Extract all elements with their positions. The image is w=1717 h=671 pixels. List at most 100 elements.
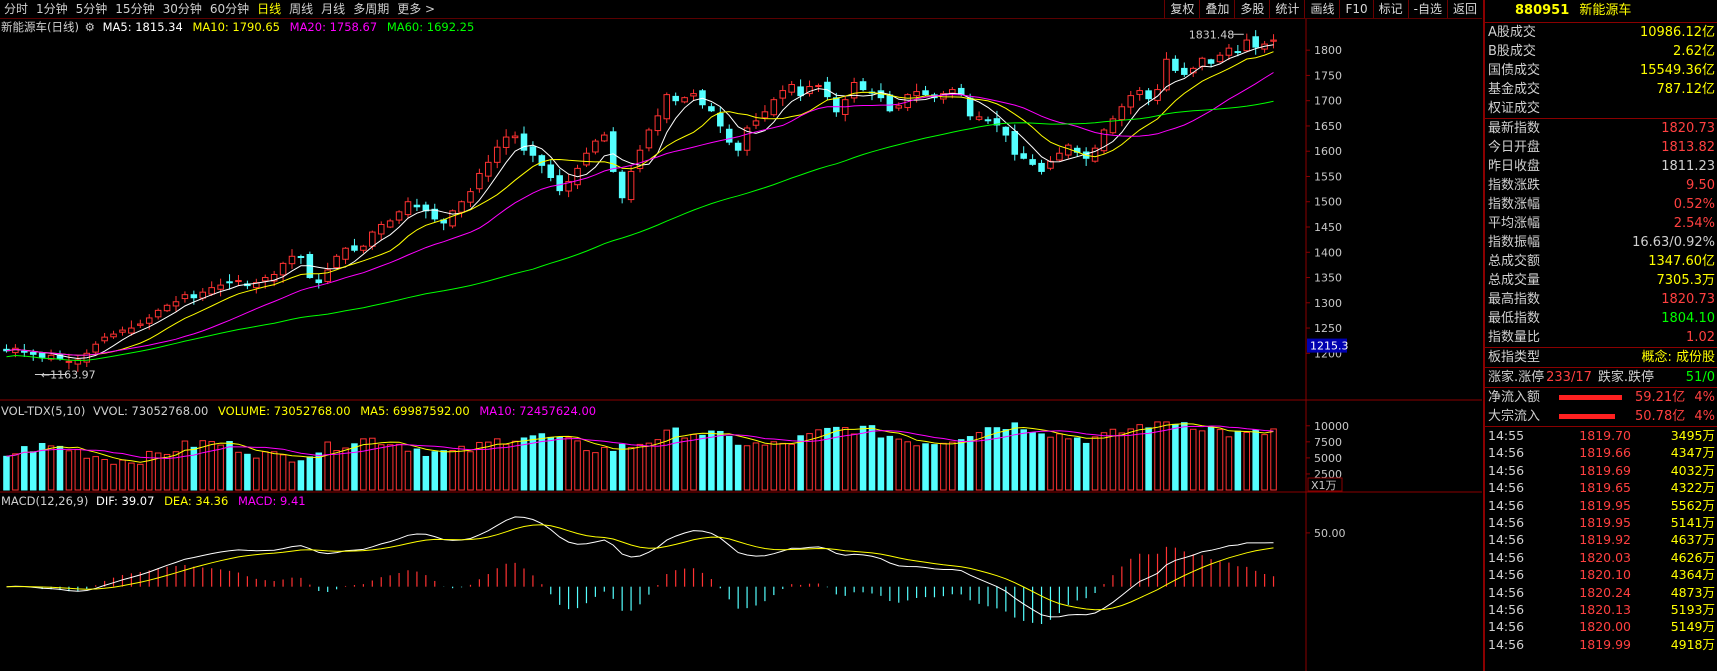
quote-row: 指数涨幅 0.52% — [1485, 195, 1717, 214]
tab-6[interactable]: 日线 — [257, 2, 282, 16]
quote-label: 指数涨跌 — [1488, 178, 1541, 193]
volume-bar — [565, 437, 572, 491]
volume-bar — [181, 440, 189, 491]
candle-body — [137, 323, 144, 326]
volume-bar — [627, 447, 635, 491]
volume-bar — [333, 450, 340, 491]
volume-bar — [618, 443, 626, 491]
tab-5[interactable]: 60分钟 — [209, 2, 250, 16]
tool-button-7[interactable]: -自选 — [1407, 0, 1447, 18]
tick-volume: 5193万 — [1670, 601, 1715, 617]
candle-body — [1127, 95, 1135, 108]
candle-body — [592, 140, 599, 153]
quote-row: 最高指数 1820.73 — [1485, 290, 1717, 309]
tick-time: 14:56 — [1488, 532, 1525, 548]
volume-bar — [975, 432, 983, 491]
candle-body — [583, 152, 590, 166]
tool-button-5[interactable]: F10 — [1339, 0, 1372, 18]
candle-body — [627, 170, 635, 201]
quote-value: 1820.73 — [1661, 121, 1715, 136]
tab-2[interactable]: 5分钟 — [75, 2, 108, 16]
tab-1[interactable]: 1分钟 — [36, 2, 68, 16]
tab-10[interactable]: 更多 > — [397, 2, 436, 16]
candle-body — [565, 181, 572, 192]
volume-bar — [83, 457, 91, 491]
tab-3[interactable]: 15分钟 — [115, 2, 155, 16]
tick-price: 1820.24 — [1579, 584, 1631, 600]
quote-label: 今日开盘 — [1488, 140, 1541, 155]
dif-line — [6, 516, 1274, 618]
volume-bar — [369, 437, 376, 491]
candle-body — [190, 294, 198, 299]
candle-body — [895, 105, 903, 109]
tab-7[interactable]: 周线 — [289, 2, 314, 16]
candle-body — [761, 111, 769, 119]
ma5-line — [6, 44, 1274, 360]
tool-button-2[interactable]: 多股 — [1234, 0, 1269, 18]
tool-button-6[interactable]: 标记 — [1372, 0, 1408, 18]
candle-body — [1181, 67, 1188, 75]
tool-button-4[interactable]: 画线 — [1304, 0, 1339, 18]
candle-body — [717, 112, 724, 127]
tick-row: 14:56 1820.03 4626万 — [1485, 549, 1717, 566]
dif-label: DIF: 39.07 — [96, 494, 155, 508]
volume-bar — [984, 427, 992, 491]
tick-volume: 5141万 — [1670, 514, 1715, 530]
tab-8[interactable]: 月线 — [321, 2, 346, 16]
candle-body — [261, 277, 269, 282]
volume-bar — [779, 442, 787, 491]
tick-price: 1819.95 — [1579, 497, 1631, 513]
quote-label: 总成交量 — [1488, 273, 1541, 288]
quote-label: 板指类型 — [1488, 350, 1541, 365]
volume-bar — [708, 430, 715, 491]
tool-button-3[interactable]: 统计 — [1269, 0, 1304, 18]
macd-legend-title: MACD(12,26,9) — [1, 494, 89, 508]
volume-bar — [1127, 428, 1135, 491]
tool-button-0[interactable]: 复权 — [1164, 0, 1199, 18]
candle-body — [1172, 58, 1179, 71]
tick-price: 1819.65 — [1579, 480, 1631, 496]
volume-bar — [485, 441, 492, 491]
volume-bar — [315, 452, 323, 491]
tick-volume: 5562万 — [1670, 497, 1715, 513]
chart-tools: 复权 叠加 多股 统计 画线 F10 标记 -自选 返回 — [1164, 0, 1482, 18]
tab-4[interactable]: 30分钟 — [162, 2, 202, 16]
volume-bar — [190, 446, 198, 491]
price-tick-label: 1700 — [1314, 95, 1342, 108]
quote-label: 指数振幅 — [1488, 235, 1541, 250]
tool-button-1[interactable]: 叠加 — [1199, 0, 1234, 18]
kline-chart[interactable]: 1800 1750 1700 1650 1600 1550 1500 1450 1400 1350… — [0, 0, 1482, 671]
volume-bar — [12, 453, 19, 491]
volume-bar — [29, 451, 37, 491]
tick-price: 1819.95 — [1579, 514, 1631, 530]
vvol-label: VVOL: 73052768.00 — [93, 404, 209, 418]
volume-bar — [458, 445, 465, 491]
volume-bar — [609, 450, 617, 491]
price-tick-label: 1550 — [1314, 170, 1342, 183]
quote-label: 国债成交 — [1488, 63, 1541, 78]
tool-button-8[interactable]: 返回 — [1446, 0, 1482, 18]
volume-bar — [92, 456, 99, 491]
quote-label: 最低指数 — [1488, 311, 1541, 326]
candle-body — [163, 304, 171, 312]
candle-body — [859, 81, 867, 91]
tab-0[interactable]: 分时 — [4, 2, 29, 16]
settings-icon[interactable]: ⚙ — [84, 20, 95, 34]
volume-bar — [110, 463, 117, 491]
price-tick-label: 1800 — [1314, 44, 1342, 57]
volume-bar — [244, 453, 251, 491]
quote-rows: A股成交 10986.12亿 B股成交 2.62亿 国债成交 15549.36亿 基金成交 7… — [1485, 23, 1717, 427]
volume-bar — [1270, 428, 1277, 491]
volume-bar — [824, 427, 831, 491]
flow-label: 大宗流入 — [1488, 409, 1541, 424]
tick-volume: 4032万 — [1670, 462, 1715, 478]
candle-body — [556, 175, 563, 192]
volume-bar — [449, 449, 456, 491]
volume-bar — [904, 441, 911, 491]
candle-body — [458, 201, 465, 213]
tick-list[interactable]: 14:55 1819.70 3495万 14:56 1819.66 4347万 14:56 1… — [1485, 427, 1717, 653]
volume-bar — [734, 444, 742, 491]
volume-bar — [913, 445, 920, 491]
tick-time: 14:56 — [1488, 480, 1525, 496]
tab-9[interactable]: 多周期 — [353, 2, 390, 16]
